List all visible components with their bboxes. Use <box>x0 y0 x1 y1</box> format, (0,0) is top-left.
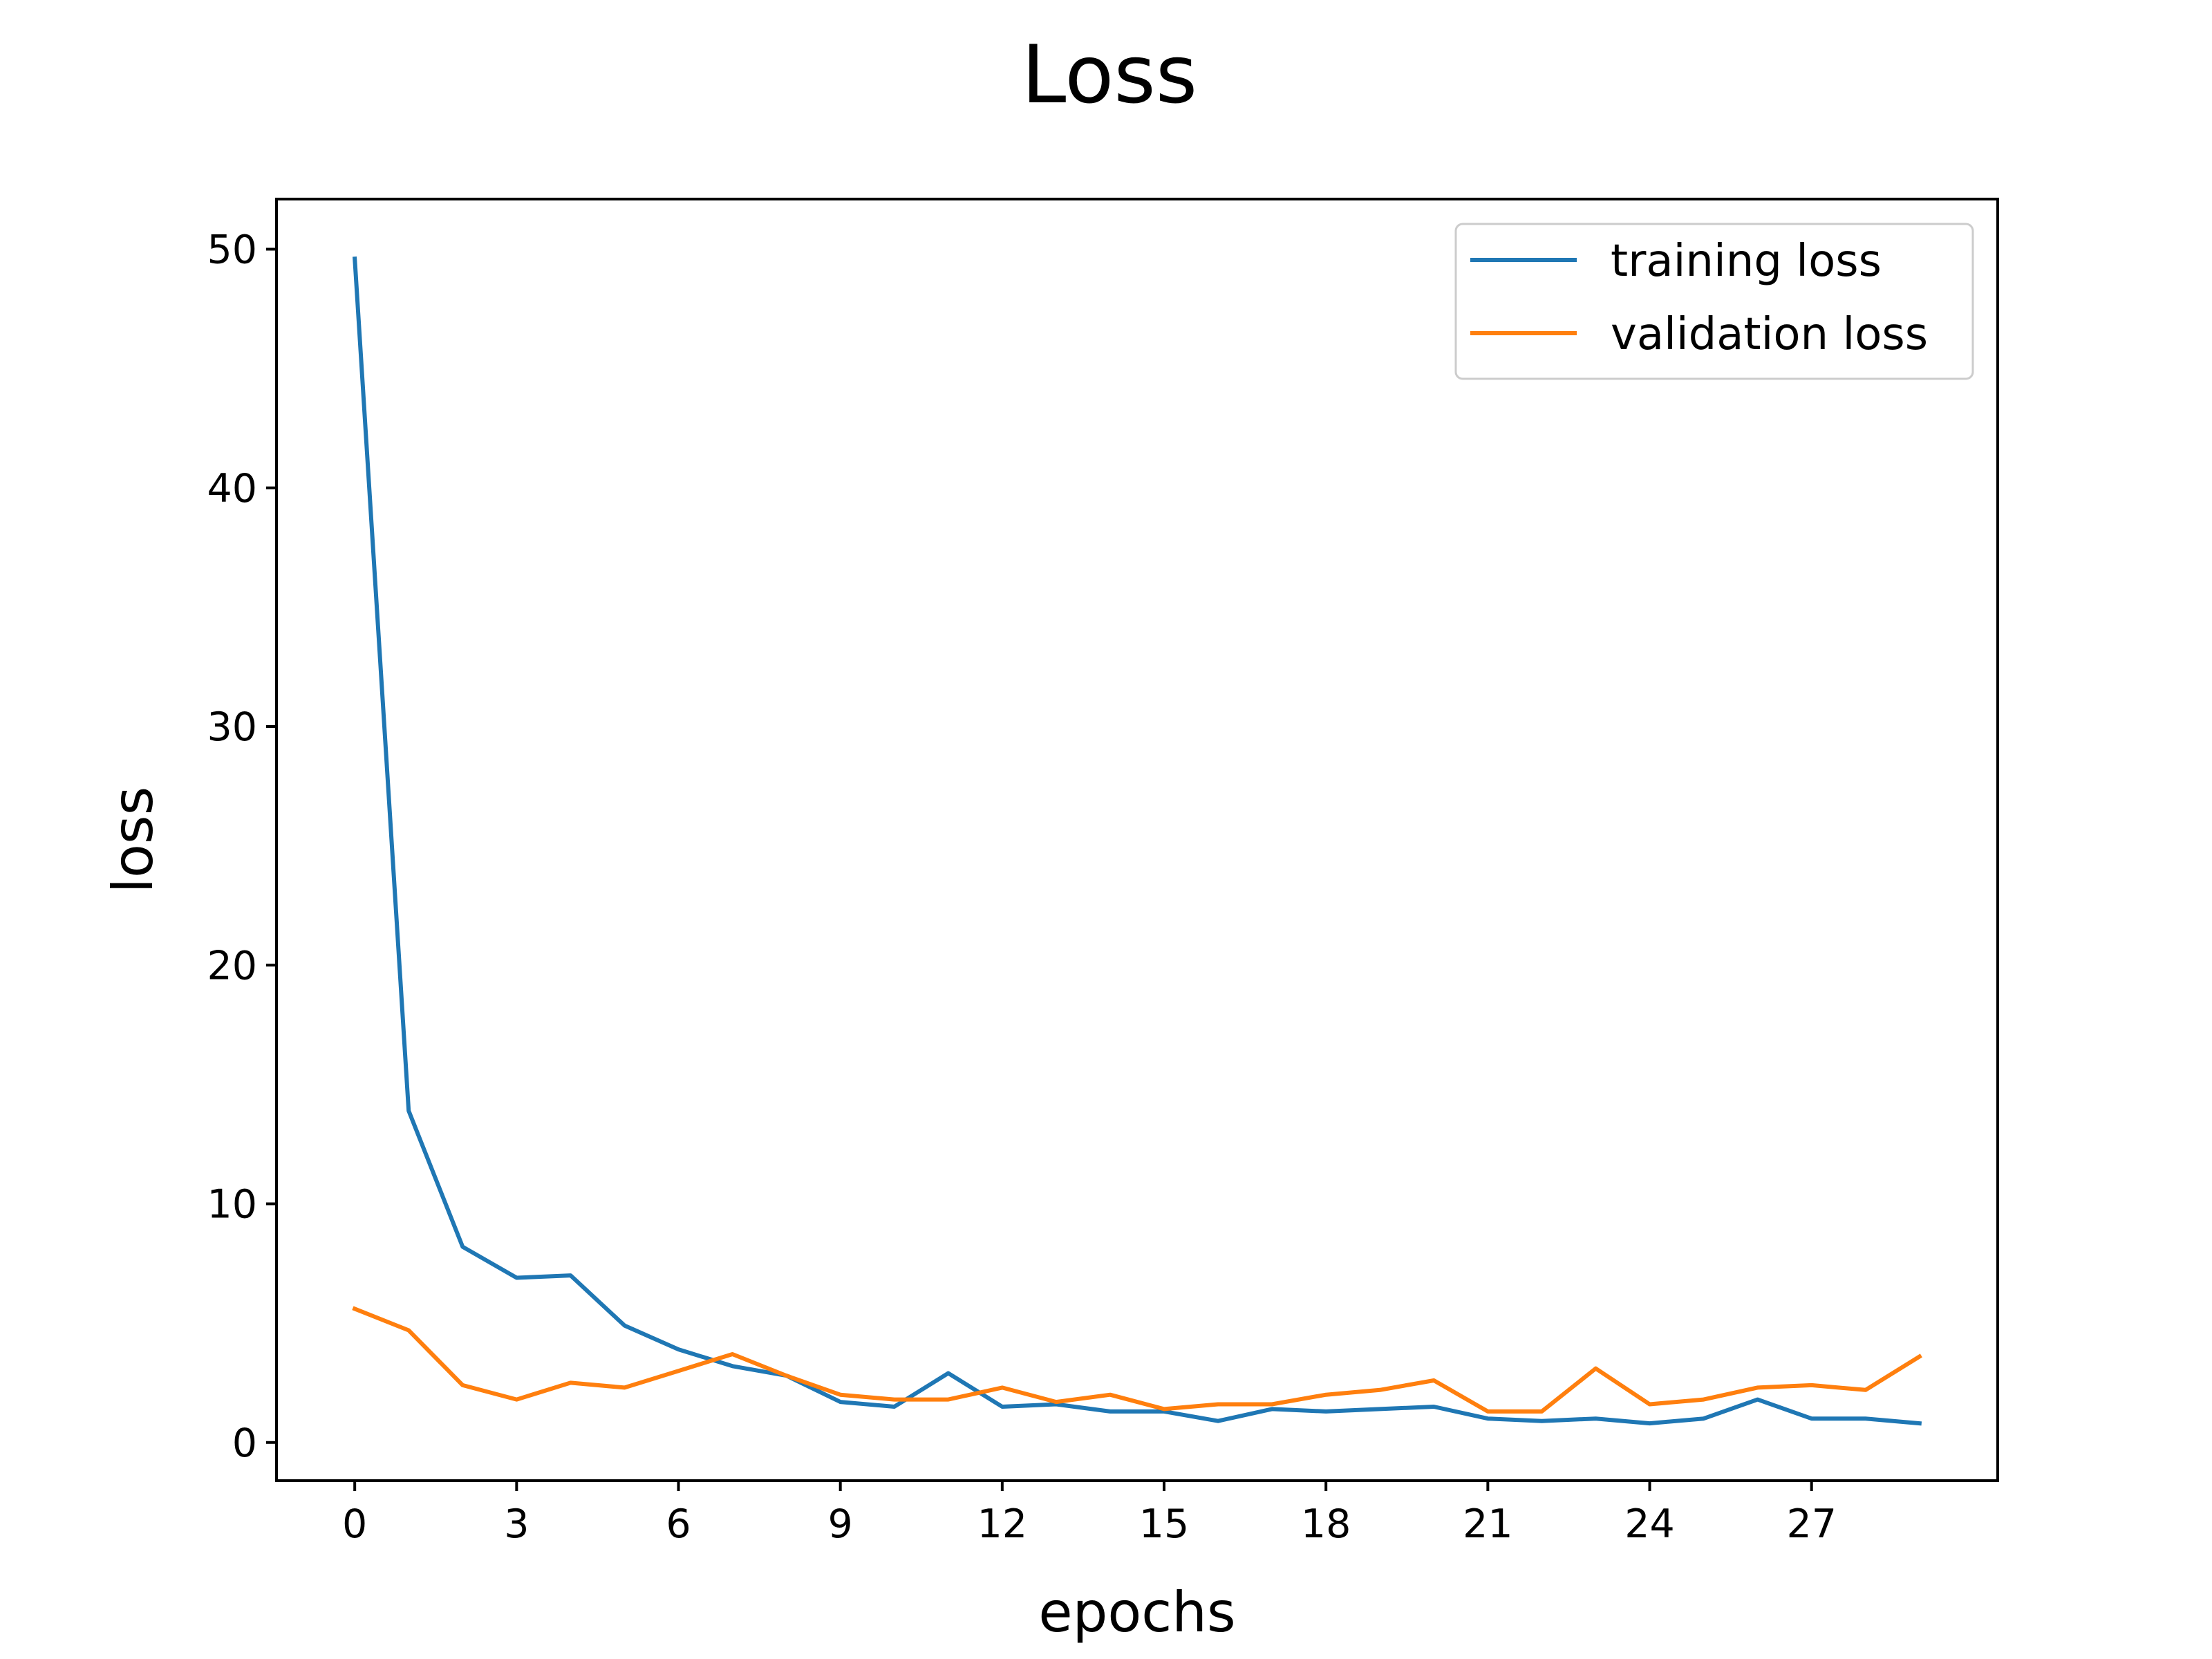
x-tick-label-6: 6 <box>666 1501 691 1547</box>
series-layer <box>352 256 1922 1426</box>
x-tick-label-18: 18 <box>1301 1501 1351 1547</box>
x-tick-label-21: 21 <box>1463 1501 1513 1547</box>
y-axis-label: loss <box>101 787 165 894</box>
legend-box <box>1454 223 1974 380</box>
x-tick-label-3: 3 <box>504 1501 529 1547</box>
series-line-validation-loss <box>352 1306 1922 1414</box>
x-axis-label: epochs <box>1038 1580 1235 1644</box>
legend-label-validation-loss: validation loss <box>1611 309 1928 360</box>
x-tick-label-12: 12 <box>977 1501 1028 1547</box>
chart-title: Loss <box>1022 28 1197 122</box>
x-tick-label-9: 9 <box>828 1501 853 1547</box>
x-axis: 0 3 6 9 12 15 18 21 24 27 <box>342 1481 1837 1547</box>
y-tick-label-30: 30 <box>207 704 257 750</box>
y-tick-label-50: 50 <box>207 227 257 273</box>
x-tick-label-24: 24 <box>1624 1501 1675 1547</box>
y-tick-label-0: 0 <box>232 1421 257 1466</box>
y-axis: 0 10 20 30 40 50 <box>207 227 276 1466</box>
plot-area <box>275 198 1999 1482</box>
y-tick-label-40: 40 <box>207 466 257 512</box>
legend: training loss validation loss <box>1454 223 1974 380</box>
x-tick-label-15: 15 <box>1139 1501 1190 1547</box>
series-line-training-loss <box>353 256 1922 1426</box>
x-tick-label-0: 0 <box>342 1501 367 1547</box>
legend-label-training-loss: training loss <box>1611 236 1882 287</box>
y-tick-label-10: 10 <box>207 1182 257 1228</box>
x-tick-label-27: 27 <box>1786 1501 1837 1547</box>
axes-frame <box>275 198 1999 1482</box>
y-tick-label-20: 20 <box>207 943 257 988</box>
